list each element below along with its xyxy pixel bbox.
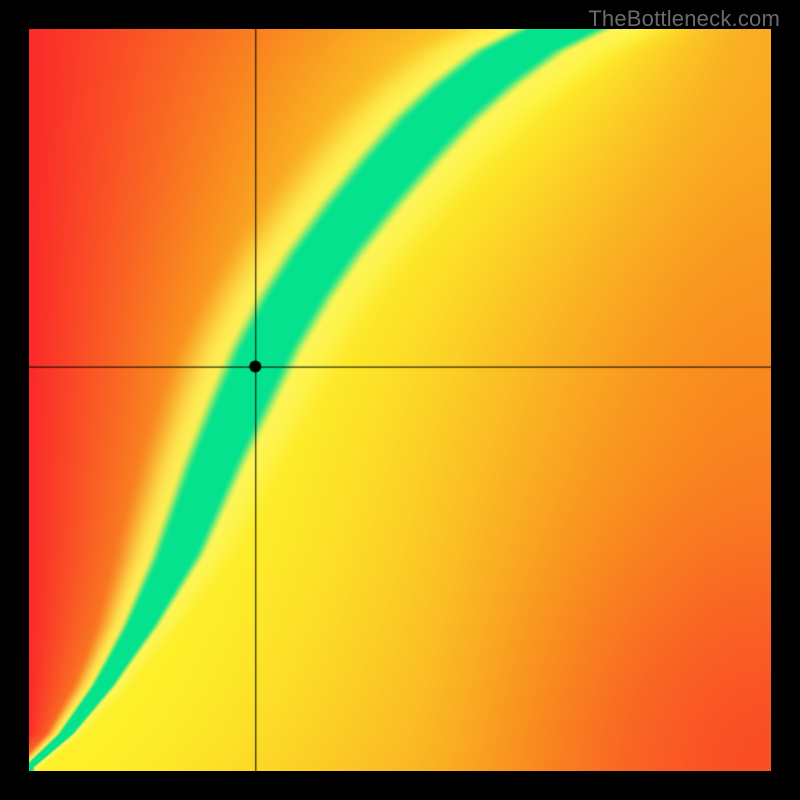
watermark-label: TheBottleneck.com bbox=[588, 6, 780, 32]
chart-container: TheBottleneck.com bbox=[0, 0, 800, 800]
plot-frame bbox=[29, 29, 771, 771]
heatmap-canvas bbox=[29, 29, 771, 771]
